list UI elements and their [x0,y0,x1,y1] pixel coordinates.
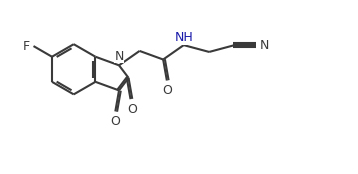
Text: O: O [110,115,120,128]
Text: N: N [114,50,124,63]
Text: F: F [23,39,30,53]
Text: O: O [162,84,172,97]
Text: O: O [127,103,137,116]
Text: N: N [260,39,269,52]
Text: NH: NH [174,31,193,44]
